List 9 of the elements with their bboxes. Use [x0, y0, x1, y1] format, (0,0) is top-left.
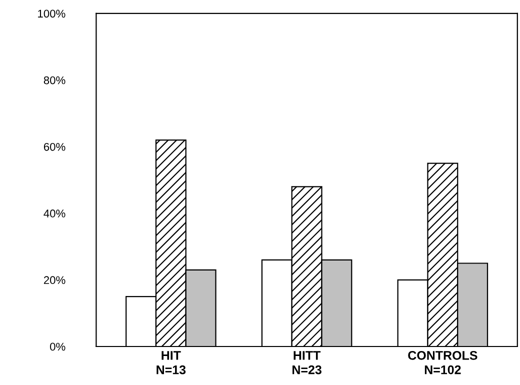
y-tick-label: 20%	[44, 276, 66, 284]
x-tick-label: HITT N=23	[292, 351, 322, 374]
y-tick-label: 60%	[44, 142, 66, 151]
x-tick-label: HIT N=13	[156, 351, 186, 374]
y-tick-label: 100%	[38, 10, 66, 18]
y-tick-label: 80%	[44, 76, 66, 84]
x-tick-label: CONTROLS N=102	[408, 350, 478, 374]
y-tick-label: 40%	[44, 210, 66, 218]
y-tick-label: 0%	[50, 342, 66, 351]
